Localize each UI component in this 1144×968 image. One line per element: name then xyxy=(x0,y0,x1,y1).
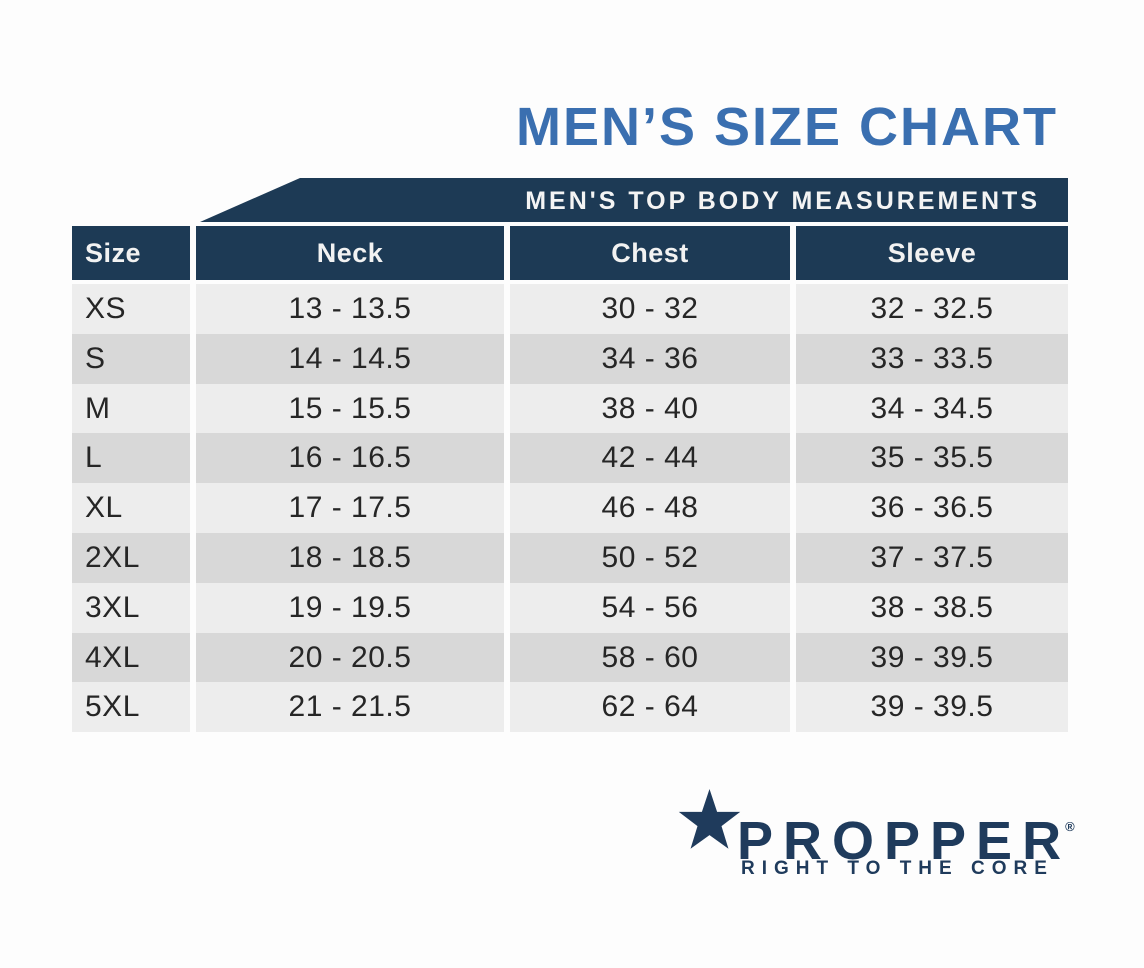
sleeve-cell: 39 - 39.5 xyxy=(796,632,1068,683)
neck-cell: 15 - 15.5 xyxy=(196,383,504,434)
chest-cell: 50 - 52 xyxy=(510,532,790,583)
chest-cell: 34 - 36 xyxy=(510,333,790,384)
size-cell: 2XL xyxy=(72,532,190,583)
size-cell: 3XL xyxy=(72,582,190,633)
table-header-row: Size Neck Chest Sleeve xyxy=(72,226,1068,280)
neck-cell: 14 - 14.5 xyxy=(196,333,504,384)
registered-mark-icon: ® xyxy=(1065,819,1075,834)
size-cell: M xyxy=(72,383,190,434)
chest-cell: 42 - 44 xyxy=(510,433,790,484)
page-title: MEN’S SIZE CHART xyxy=(515,97,1059,157)
neck-cell: 13 - 13.5 xyxy=(196,284,504,334)
chest-cell: 30 - 32 xyxy=(510,284,790,334)
chest-cell: 58 - 60 xyxy=(510,632,790,683)
brand-wordmark: PROPPER® xyxy=(737,800,1075,868)
table-row: 2XL 18 - 18.5 50 - 52 37 - 37.5 xyxy=(72,532,1068,583)
star-icon xyxy=(678,789,741,849)
size-cell: L xyxy=(72,433,190,484)
brand-tagline: RIGHT TO THE CORE xyxy=(741,858,1054,879)
sleeve-cell: 33 - 33.5 xyxy=(796,333,1068,384)
banner-label: MEN'S TOP BODY MEASUREMENTS xyxy=(525,187,1040,215)
sleeve-cell: 36 - 36.5 xyxy=(796,483,1068,533)
sleeve-cell: 37 - 37.5 xyxy=(796,532,1068,583)
sleeve-cell: 32 - 32.5 xyxy=(796,284,1068,334)
column-header-chest: Chest xyxy=(510,226,790,280)
chest-cell: 54 - 56 xyxy=(510,582,790,633)
column-header-size: Size xyxy=(72,226,190,280)
neck-cell: 21 - 21.5 xyxy=(196,682,504,733)
chest-cell: 46 - 48 xyxy=(510,483,790,533)
column-header-sleeve: Sleeve xyxy=(796,226,1068,280)
table-row: M 15 - 15.5 38 - 40 34 - 34.5 xyxy=(72,383,1068,434)
chest-cell: 38 - 40 xyxy=(510,383,790,434)
table-row: 5XL 21 - 21.5 62 - 64 39 - 39.5 xyxy=(72,682,1068,733)
table-row: S 14 - 14.5 34 - 36 33 - 33.5 xyxy=(72,333,1068,384)
column-header-neck: Neck xyxy=(196,226,504,280)
size-cell: XS xyxy=(72,284,190,334)
table-row: XL 17 - 17.5 46 - 48 36 - 36.5 xyxy=(72,483,1068,533)
neck-cell: 18 - 18.5 xyxy=(196,532,504,583)
brand-name: PROPPER xyxy=(737,811,1072,871)
neck-cell: 19 - 19.5 xyxy=(196,582,504,633)
table-row: 4XL 20 - 20.5 58 - 60 39 - 39.5 xyxy=(72,632,1068,683)
table-row: 3XL 19 - 19.5 54 - 56 38 - 38.5 xyxy=(72,582,1068,633)
neck-cell: 17 - 17.5 xyxy=(196,483,504,533)
size-cell: 4XL xyxy=(72,632,190,683)
table-row: L 16 - 16.5 42 - 44 35 - 35.5 xyxy=(72,433,1068,484)
neck-cell: 16 - 16.5 xyxy=(196,433,504,484)
sleeve-cell: 34 - 34.5 xyxy=(796,383,1068,434)
sleeve-cell: 39 - 39.5 xyxy=(796,682,1068,733)
measurements-banner: MEN'S TOP BODY MEASUREMENTS xyxy=(200,178,1068,222)
table-row: XS 13 - 13.5 30 - 32 32 - 32.5 xyxy=(72,284,1068,334)
size-table: Size Neck Chest Sleeve XS 13 - 13.5 30 -… xyxy=(72,226,1068,733)
size-cell: XL xyxy=(72,483,190,533)
sleeve-cell: 35 - 35.5 xyxy=(796,433,1068,484)
chest-cell: 62 - 64 xyxy=(510,682,790,733)
sleeve-cell: 38 - 38.5 xyxy=(796,582,1068,633)
size-cell: 5XL xyxy=(72,682,190,733)
size-cell: S xyxy=(72,333,190,384)
neck-cell: 20 - 20.5 xyxy=(196,632,504,683)
